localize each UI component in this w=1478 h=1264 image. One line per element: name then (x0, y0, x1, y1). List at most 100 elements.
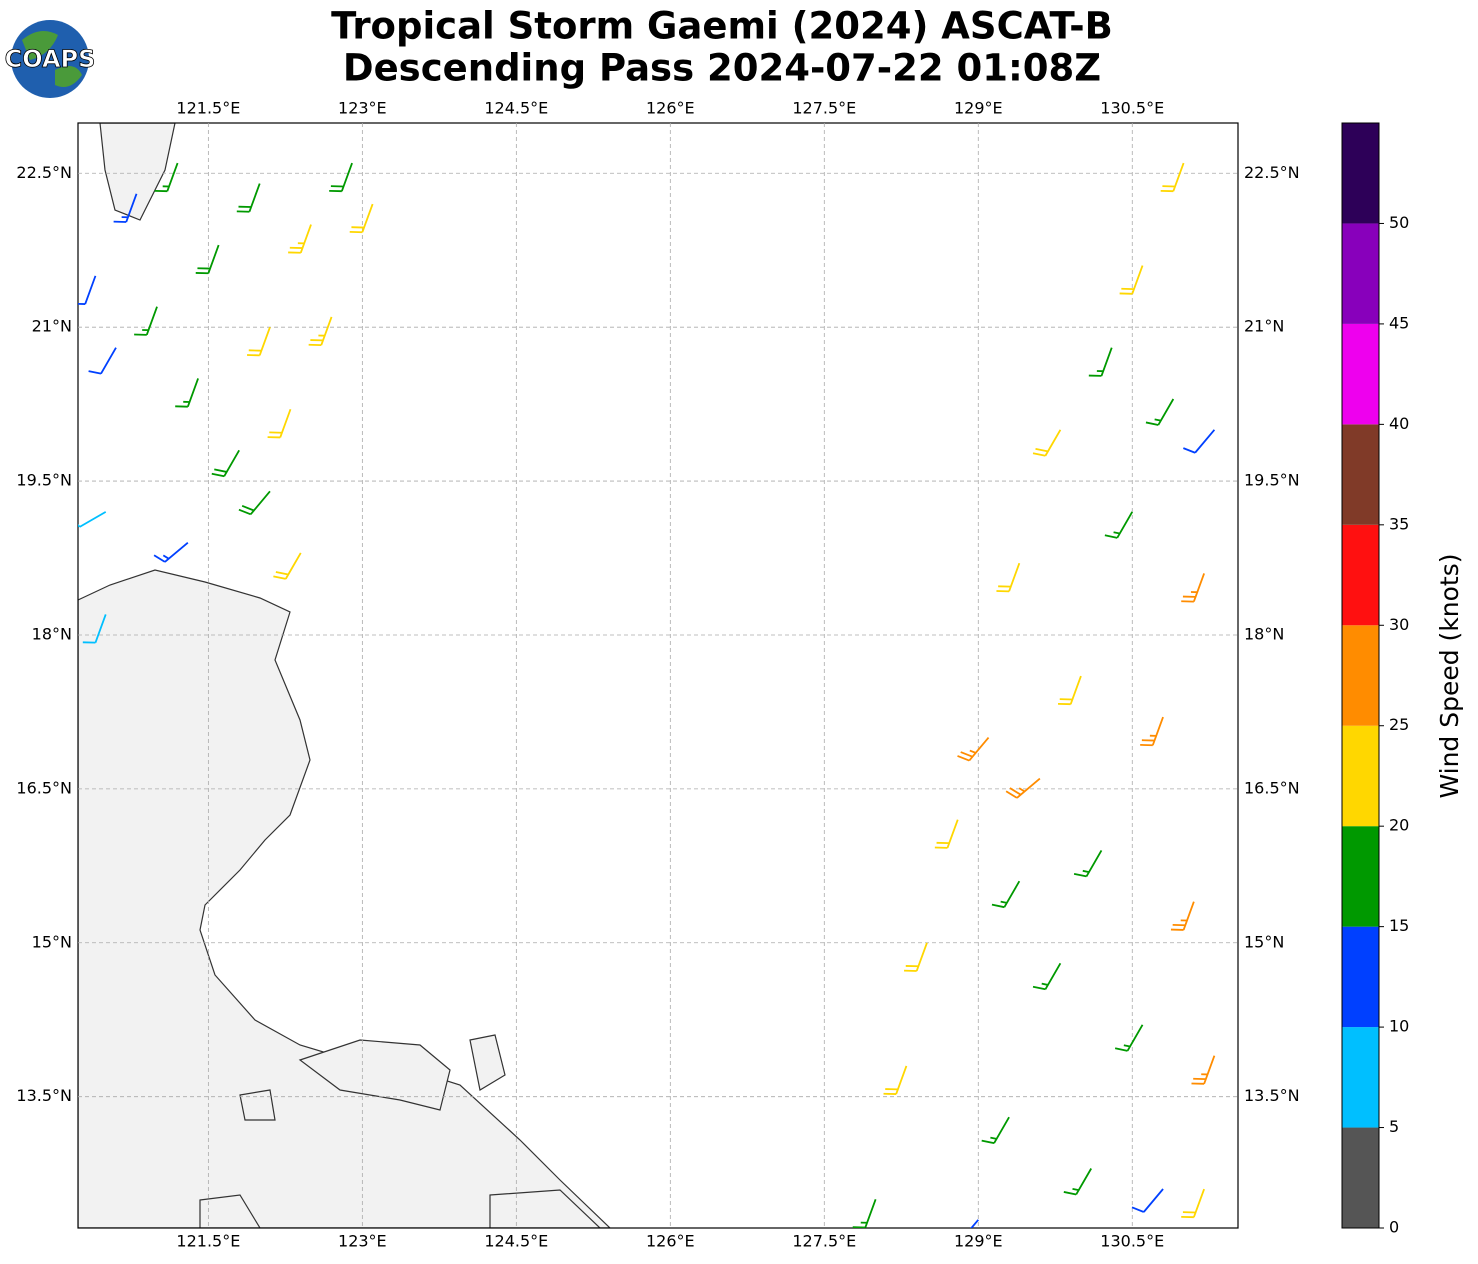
wind-barb (1170, 901, 1195, 931)
x-tick-label: 124.5°E (484, 99, 548, 118)
wind-barb (247, 326, 271, 357)
y-tick-label: 19.5°N (16, 471, 72, 490)
colorbar-frame (1341, 122, 1380, 1229)
wind-barb (970, 1219, 979, 1228)
x-tick-label: 129°E (954, 99, 1003, 118)
x-tick-label: 129°E (954, 1232, 1003, 1251)
y-tick-label: 15°N (1244, 932, 1284, 951)
x-tick-label: 130.5°E (1100, 1232, 1164, 1251)
colorbar-bin (1342, 223, 1379, 324)
y-tick-label: 21°N (32, 317, 72, 336)
wind-barb (1160, 162, 1185, 193)
barb-layer (78, 162, 1216, 1228)
wind-barb (1088, 347, 1113, 377)
island (199, 1194, 261, 1228)
wind-barb (175, 378, 199, 408)
wind-barb (349, 203, 374, 234)
colorbar-bin (1342, 524, 1379, 626)
wind-barb (153, 541, 189, 563)
wind-barb (78, 275, 97, 305)
title: Tropical Storm Gaemi (2024) ASCAT-B (331, 5, 1113, 48)
colorbar-tick-label: 10 (1389, 1017, 1409, 1036)
wind-barb (1005, 777, 1041, 799)
colorbar-label: Wind Speed (knots) (1435, 553, 1464, 798)
colorbar-bin (1342, 725, 1379, 827)
wind-barb (329, 162, 353, 193)
y-tick-label: 16.5°N (1244, 778, 1300, 797)
wind-barb (82, 614, 107, 644)
wind-barb (1183, 429, 1216, 454)
x-tick-label: 126°E (646, 1232, 695, 1251)
wind-barb (238, 490, 271, 516)
wind-barb (957, 736, 990, 762)
x-tick-label: 123°E (338, 99, 387, 118)
wind-barb (1032, 962, 1062, 991)
wind-barb (883, 1065, 908, 1095)
x-tick-label: 121.5°E (176, 99, 240, 118)
wind-barb (981, 1116, 1010, 1145)
y-tick-label: 22.5°N (1244, 163, 1300, 182)
wind-barb (934, 819, 959, 849)
y-tick-label: 19.5°N (1244, 471, 1300, 490)
colorbar-bin (1342, 123, 1379, 224)
y-tick-label: 16.5°N (16, 778, 72, 797)
wind-barb (211, 449, 240, 478)
marinduque (239, 1089, 276, 1121)
wind-barb (113, 193, 138, 223)
wind-barb (1191, 1055, 1216, 1085)
wind-barb (1145, 398, 1175, 426)
wind-barb (78, 511, 107, 528)
y-tick-label: 18°N (32, 624, 72, 643)
logo-text: COAPS (5, 45, 96, 73)
colorbar-bin (1342, 424, 1379, 525)
colorbar-tick-label: 45 (1389, 313, 1409, 332)
colorbar-bin (1342, 926, 1379, 1028)
subtitle: Descending Pass 2024-07-22 01:08Z (343, 47, 1101, 90)
x-tick-label: 123°E (338, 1232, 387, 1251)
wind-barb (288, 224, 312, 254)
colorbar-bin (1342, 625, 1379, 726)
logo-land (22, 31, 82, 88)
luzon (78, 569, 611, 1228)
colorbar-bin (1342, 1127, 1379, 1228)
samar (489, 1189, 601, 1228)
wind-barb (1114, 1024, 1144, 1052)
colorbar-tick-label: 50 (1389, 213, 1409, 232)
wind-barb (195, 244, 220, 275)
x-tick-label: 127.5°E (792, 1232, 856, 1251)
y-tick-label: 18°N (1244, 624, 1284, 643)
colorbar-bin (1342, 826, 1379, 927)
wind-barb (996, 562, 1021, 593)
x-tick-label: 124.5°E (484, 1232, 548, 1251)
plot-frame (77, 122, 1239, 1229)
wind-barb (1063, 1168, 1092, 1196)
colorbar-tick-label: 40 (1389, 414, 1409, 433)
y-tick-label: 22.5°N (16, 163, 72, 182)
colorbar-tick-label: 5 (1389, 1117, 1399, 1136)
colorbar-tick-label: 30 (1389, 615, 1409, 634)
wind-barb (88, 347, 117, 375)
y-tick-label: 15°N (32, 932, 72, 951)
wind-barb (904, 942, 928, 972)
y-tick-label: 13.5°N (1244, 1086, 1300, 1105)
land-layer (78, 123, 611, 1228)
wind-barb (1104, 511, 1134, 539)
x-tick-label: 127.5°E (792, 99, 856, 118)
colorbar-tick-label: 15 (1389, 916, 1409, 935)
wind-barb (1181, 1188, 1205, 1219)
wind-barb (134, 306, 158, 336)
x-tick-label: 121.5°E (176, 1232, 240, 1251)
wind-barb (273, 552, 302, 580)
wind-barb (1073, 849, 1103, 878)
wind-barb (236, 183, 261, 213)
wind-barb (1119, 265, 1144, 295)
y-tick-label: 21°N (1244, 317, 1284, 336)
wind-barb (1058, 675, 1082, 706)
wind-barb (1032, 429, 1062, 457)
wind-barb (991, 880, 1021, 909)
colorbar-tick-label: 0 (1389, 1218, 1399, 1237)
wind-barb (308, 316, 333, 347)
x-tick-label: 130.5°E (1100, 99, 1164, 118)
colorbar-bin (1342, 323, 1379, 425)
